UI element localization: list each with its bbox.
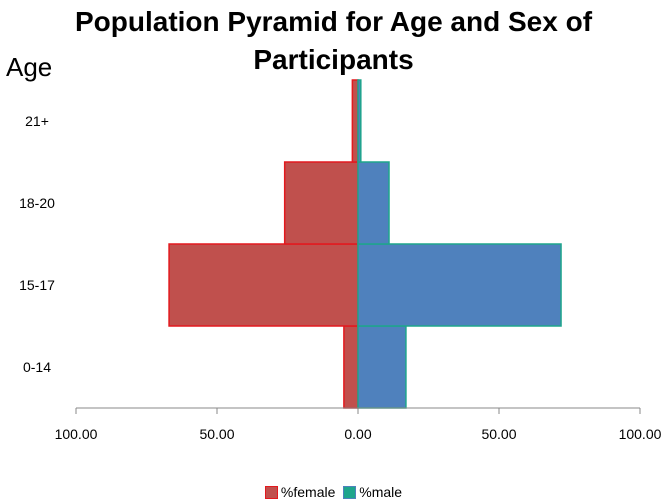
legend-item-male: %male xyxy=(343,483,402,501)
y-tick-label: 0-14 xyxy=(23,359,51,375)
bar-female-21+ xyxy=(351,79,359,163)
x-tick-label: 50.00 xyxy=(481,426,516,442)
bar-male-15-17 xyxy=(357,243,562,327)
legend-label-male: %male xyxy=(359,484,403,500)
bar-male-0-14 xyxy=(357,325,407,409)
bar-female-18-20 xyxy=(283,161,359,245)
x-tick-label: 100.00 xyxy=(619,426,662,442)
y-tick-label: 21+ xyxy=(25,113,49,129)
x-tick-label: 100.00 xyxy=(55,426,98,442)
legend-label-female: %female xyxy=(280,484,336,500)
bars-group xyxy=(168,79,562,409)
bar-male-18-20 xyxy=(357,161,390,245)
x-tick-label: 50.00 xyxy=(199,426,234,442)
x-tick-label: 0.00 xyxy=(344,426,371,442)
y-tick-label: 15-17 xyxy=(19,277,55,293)
chart-title-line-2: Participants xyxy=(253,44,414,75)
legend-swatch-male xyxy=(343,485,357,499)
bar-female-0-14 xyxy=(343,325,359,409)
bar-male-21+ xyxy=(357,79,362,163)
axes-group: 100.00 50.00 0.00 50.00 100.00 0-14 15-17 18-20… xyxy=(19,113,662,442)
chart-title-line-1: Population Pyramid for Age and Sex of xyxy=(74,6,593,37)
legend-swatch-female xyxy=(264,485,278,499)
legend-item-female: %female xyxy=(264,483,336,501)
y-axis-label: Age xyxy=(6,52,53,82)
y-tick-label: 18-20 xyxy=(19,195,55,211)
legend: %female %male xyxy=(0,483,667,503)
bar-female-15-17 xyxy=(168,243,359,327)
